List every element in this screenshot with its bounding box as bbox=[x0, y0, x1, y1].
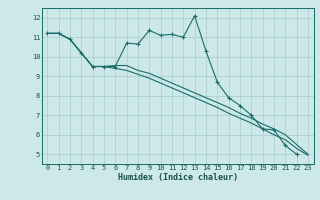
X-axis label: Humidex (Indice chaleur): Humidex (Indice chaleur) bbox=[118, 173, 237, 182]
